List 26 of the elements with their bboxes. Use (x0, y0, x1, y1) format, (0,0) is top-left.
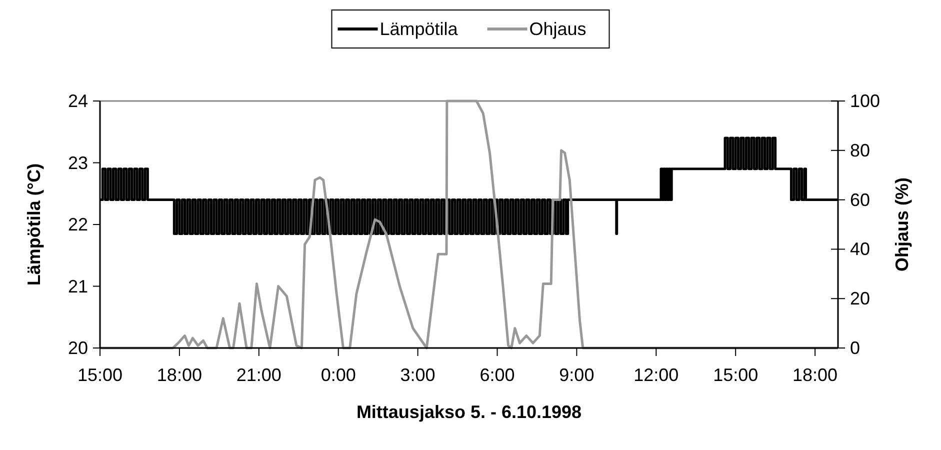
x-tick-label: 18:00 (792, 365, 838, 385)
x-tick-label: 6:00 (480, 365, 515, 385)
y2-axis-title: Ohjaus (%) (892, 177, 912, 272)
y-axis-title: Lämpötila (°C) (24, 163, 44, 286)
y-tick-label: 20 (68, 338, 88, 358)
x-axis-title: Mittausjakso 5. - 6.10.1998 (356, 402, 582, 422)
y-tick-label: 23 (68, 152, 88, 173)
x-tick-label: 12:00 (634, 365, 679, 385)
y-tick-label: 21 (68, 276, 88, 296)
legend-label: Lämpötila (380, 19, 459, 39)
x-tick-label: 18:00 (156, 365, 202, 385)
y2-tick-label: 40 (850, 239, 870, 260)
legend-label: Ohjaus (529, 19, 586, 39)
x-tick-label: 21:00 (236, 365, 282, 385)
y2-tick-label: 100 (850, 91, 880, 111)
y-tick-label: 22 (68, 214, 88, 234)
x-tick-label: 0:00 (320, 365, 356, 385)
y2-tick-label: 20 (850, 288, 870, 309)
x-tick-label: 3:00 (400, 365, 436, 385)
x-tick-label: 15:00 (77, 365, 123, 385)
y2-tick-label: 80 (850, 140, 870, 160)
x-tick-label: 9:00 (559, 365, 594, 385)
y2-tick-label: 0 (850, 338, 860, 358)
y2-tick-label: 60 (850, 190, 870, 210)
y-tick-label: 24 (68, 91, 88, 111)
x-tick-label: 15:00 (713, 365, 758, 385)
